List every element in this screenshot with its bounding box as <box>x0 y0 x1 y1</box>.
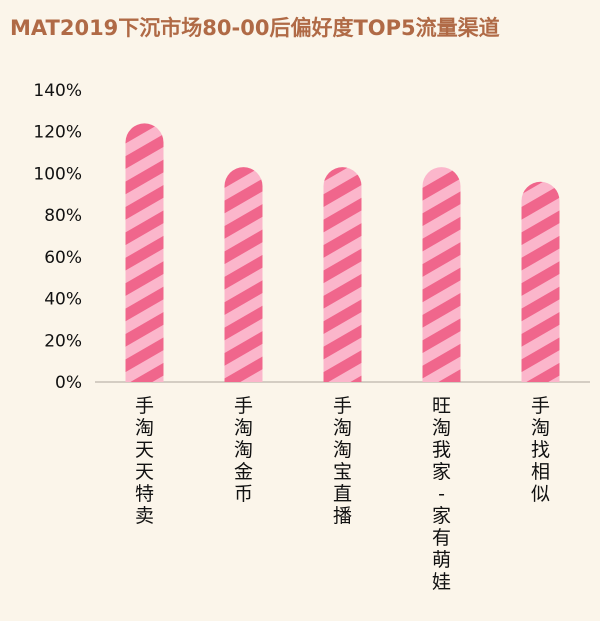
bar <box>224 167 263 382</box>
y-tick-label: 40% <box>44 290 82 310</box>
y-tick-label: 60% <box>44 248 82 268</box>
y-tick-label: 140% <box>33 81 82 101</box>
y-tick-label: 120% <box>33 123 82 143</box>
bars <box>125 123 560 382</box>
chart-title: MAT2019下沉市场80-00后偏好度TOP5流量渠道 <box>10 16 500 40</box>
x-category-label: 手淘淘宝直播 <box>333 395 352 527</box>
y-tick-label: 100% <box>33 164 82 184</box>
x-category-label: 手淘天天特卖 <box>135 395 154 527</box>
bar <box>521 181 560 382</box>
y-tick-label: 0% <box>55 373 82 393</box>
x-axis: 手淘天天特卖 手淘淘金币 手淘淘宝直播 旺淘我家-家有萌娃 手淘找相似 <box>135 395 550 593</box>
y-tick-label: 80% <box>44 206 82 226</box>
y-tick-label: 20% <box>44 331 82 351</box>
bar <box>125 123 164 382</box>
x-category-label: 旺淘我家-家有萌娃 <box>432 395 451 593</box>
x-category-label: 手淘淘金币 <box>234 395 253 505</box>
x-category-label: 手淘找相似 <box>531 395 550 505</box>
bar <box>422 167 461 382</box>
y-axis: 0% 20% 40% 60% 80% 100% 120% 140% <box>33 81 590 393</box>
bar <box>323 167 362 382</box>
